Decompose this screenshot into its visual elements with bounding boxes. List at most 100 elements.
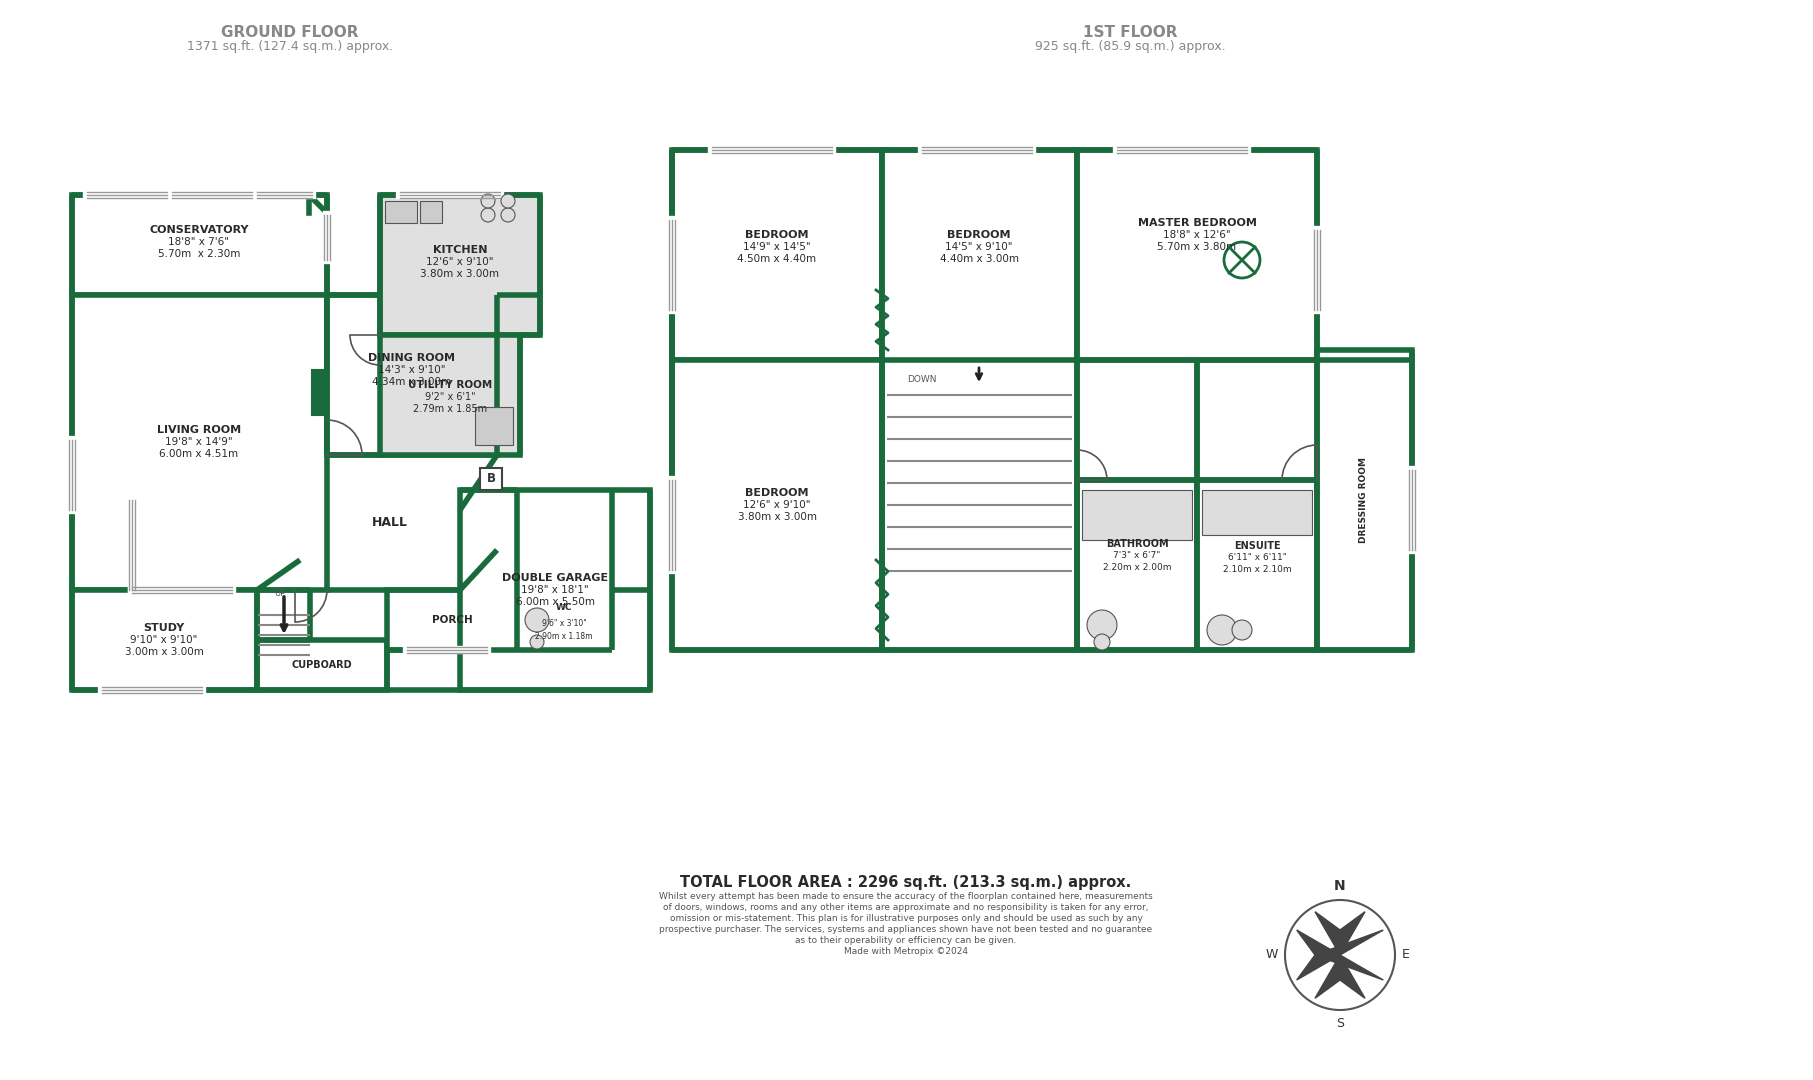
Circle shape [1233,620,1253,640]
Text: BATHROOM: BATHROOM [1106,539,1168,549]
Bar [881,150,1077,360]
Text: WC: WC [557,604,573,612]
Bar [1197,480,1316,650]
Circle shape [529,635,544,649]
Circle shape [1224,242,1260,278]
Text: CUPBOARD: CUPBOARD [292,660,352,670]
Text: UP: UP [274,589,286,597]
Text: B: B [486,473,495,486]
Bar [1077,480,1197,650]
Text: PORCH: PORCH [431,615,473,625]
Text: 6'11" x 6'11": 6'11" x 6'11" [1227,553,1287,563]
Text: TOTAL FLOOR AREA : 2296 sq.ft. (213.3 sq.m.) approx.: TOTAL FLOOR AREA : 2296 sq.ft. (213.3 sq… [680,875,1131,890]
Text: DRESSING ROOM: DRESSING ROOM [1360,457,1369,543]
Circle shape [500,194,515,208]
Bar [386,590,517,650]
Bar [475,407,513,445]
Text: 2.79m x 1.85m: 2.79m x 1.85m [413,404,488,414]
Bar [73,195,326,295]
Text: Made with Metropix ©2024: Made with Metropix ©2024 [845,947,968,956]
Text: CONSERVATORY: CONSERVATORY [149,225,248,235]
Circle shape [1207,615,1236,645]
Text: 18'8" x 7'6": 18'8" x 7'6" [169,237,230,247]
Text: 9'10" x 9'10": 9'10" x 9'10" [131,635,198,645]
Bar [673,150,881,360]
Polygon shape [1314,955,1365,998]
Text: of doors, windows, rooms and any other items are approximate and no responsibili: of doors, windows, rooms and any other i… [664,903,1149,912]
Text: 2.10m x 2.10m: 2.10m x 2.10m [1222,566,1291,575]
Text: 9'6" x 3'10": 9'6" x 3'10" [542,619,586,627]
Text: 1ST FLOOR: 1ST FLOOR [1082,25,1177,40]
Text: as to their operability or efficiency can be given.: as to their operability or efficiency ca… [796,936,1017,945]
Text: DINING ROOM: DINING ROOM [368,353,455,363]
Text: KITCHEN: KITCHEN [433,245,488,255]
Text: 3.80m x 3.00m: 3.80m x 3.00m [738,512,816,522]
Text: BEDROOM: BEDROOM [946,230,1012,240]
Text: 3.00m x 3.00m: 3.00m x 3.00m [125,647,203,657]
Text: 14'3" x 9'10": 14'3" x 9'10" [379,365,446,375]
Text: 14'9" x 14'5": 14'9" x 14'5" [743,242,810,252]
Polygon shape [1296,930,1340,980]
Text: 2.90m x 1.18m: 2.90m x 1.18m [535,632,593,642]
Text: 12'6" x 9'10": 12'6" x 9'10" [743,500,810,510]
Text: 6.00m x 4.51m: 6.00m x 4.51m [160,449,239,459]
Text: omission or mis-statement. This plan is for illustrative purposes only and shoul: omission or mis-statement. This plan is … [669,914,1142,923]
Text: 9'2" x 6'1": 9'2" x 6'1" [424,392,475,402]
Bar [257,640,386,690]
Text: 3.80m x 3.00m: 3.80m x 3.00m [421,269,500,279]
Text: STUDY: STUDY [143,623,185,633]
Bar [384,201,417,222]
Text: 4.40m x 3.00m: 4.40m x 3.00m [939,254,1019,264]
Text: 19'8" x 14'9": 19'8" x 14'9" [165,437,232,447]
Text: BEDROOM: BEDROOM [745,230,809,240]
Text: LIVING ROOM: LIVING ROOM [158,426,241,435]
Bar [1202,490,1313,535]
Text: 2.20m x 2.00m: 2.20m x 2.00m [1102,564,1171,572]
Circle shape [1093,634,1110,650]
Text: MASTER BEDROOM: MASTER BEDROOM [1137,218,1256,228]
Text: 18'8" x 12'6": 18'8" x 12'6" [1164,230,1231,240]
Text: N: N [1334,879,1345,893]
Bar [326,295,497,455]
Text: 1371 sq.ft. (127.4 sq.m.) approx.: 1371 sq.ft. (127.4 sq.m.) approx. [187,40,393,53]
Bar [1316,350,1412,650]
Bar [381,335,520,455]
Text: 4.50m x 4.40m: 4.50m x 4.40m [738,254,816,264]
Bar [421,201,442,222]
Bar [381,195,540,335]
Bar [1082,490,1191,540]
Bar [480,468,502,490]
Bar [673,360,881,650]
Text: ENSUITE: ENSUITE [1233,541,1280,551]
Text: GROUND FLOOR: GROUND FLOOR [221,25,359,40]
Circle shape [480,194,495,208]
Text: BEDROOM: BEDROOM [745,488,809,498]
Text: 5.70m x 3.80m: 5.70m x 3.80m [1157,242,1236,252]
Circle shape [1088,610,1117,640]
Bar [73,295,326,590]
Text: 6.00m x 5.50m: 6.00m x 5.50m [515,597,595,607]
Bar [461,490,651,690]
Text: 5.70m  x 2.30m: 5.70m x 2.30m [158,249,239,259]
Text: 925 sq.ft. (85.9 sq.m.) approx.: 925 sq.ft. (85.9 sq.m.) approx. [1035,40,1226,53]
Text: HALL: HALL [372,515,408,528]
Text: 7'3" x 6'7": 7'3" x 6'7" [1113,552,1160,561]
Text: prospective purchaser. The services, systems and appliances shown have not been : prospective purchaser. The services, sys… [660,924,1153,934]
Text: 19'8" x 18'1": 19'8" x 18'1" [520,585,589,595]
Text: E: E [1401,948,1411,961]
Text: W: W [1265,948,1278,961]
Text: DOUBLE GARAGE: DOUBLE GARAGE [502,573,607,583]
Text: DOWN: DOWN [906,375,937,384]
Polygon shape [1314,912,1365,955]
Polygon shape [1314,930,1383,980]
Circle shape [480,208,495,222]
Bar [1077,150,1316,360]
Text: UTILITY ROOM: UTILITY ROOM [408,380,491,390]
Text: Whilst every attempt has been made to ensure the accuracy of the floorplan conta: Whilst every attempt has been made to en… [660,892,1153,901]
Bar [73,590,257,690]
Text: 4.34m x 3.00m: 4.34m x 3.00m [372,377,451,387]
Text: S: S [1336,1017,1343,1030]
Circle shape [526,608,549,632]
Text: 14'5" x 9'10": 14'5" x 9'10" [945,242,1013,252]
Circle shape [500,208,515,222]
